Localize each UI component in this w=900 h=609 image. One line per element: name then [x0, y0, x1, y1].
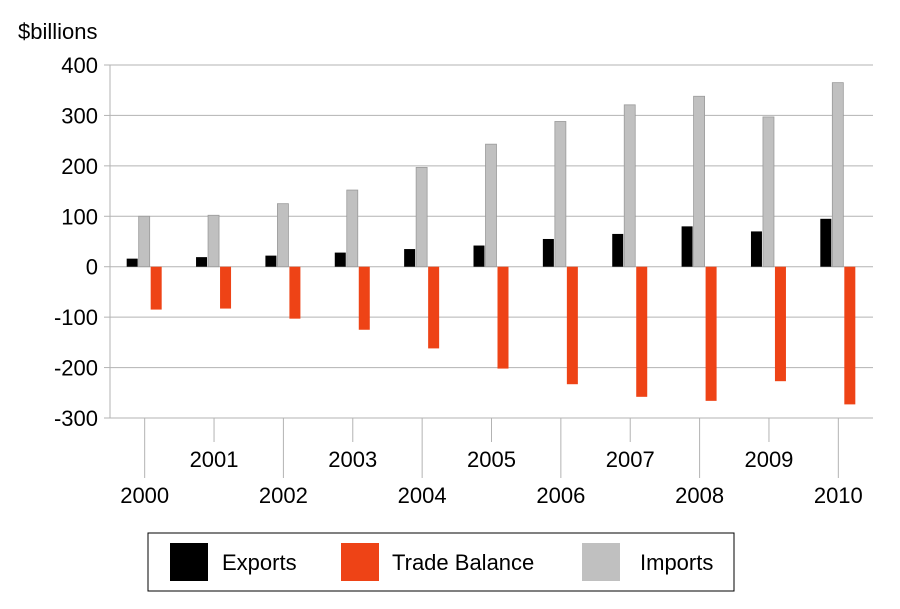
bar-imports [762, 116, 775, 268]
y-tick-label: 100 [61, 204, 98, 229]
bar-exports [542, 238, 554, 267]
x-tick-label: 2005 [467, 447, 516, 472]
bar-trade-balance [220, 266, 232, 309]
bar-imports [277, 203, 289, 268]
bar-imports [485, 143, 497, 268]
bar-exports [681, 226, 693, 267]
bar-imports [138, 215, 151, 268]
y-axis-unit-label: $billions [18, 19, 98, 44]
legend-swatch-trade-balance [341, 543, 379, 581]
x-tick-label: 2007 [606, 447, 655, 472]
legend-swatch-exports [170, 543, 208, 581]
bar-trade-balance [150, 266, 162, 310]
x-tick-label: 2001 [190, 447, 239, 472]
legend-box [147, 532, 735, 592]
bar-exports [126, 258, 138, 267]
x-tick-label: 2008 [675, 483, 724, 508]
bar-trade-balance [428, 266, 440, 349]
bar-trade-balance [844, 266, 856, 405]
y-tick-label: -200 [54, 356, 98, 381]
y-tick-label: -100 [54, 305, 98, 330]
y-tick-labels: 400 300 200 100 0 -100 -200 -300 [54, 53, 98, 431]
bars [126, 82, 856, 405]
bar-imports [207, 214, 220, 268]
x-tick-label: 2009 [744, 447, 793, 472]
bar-imports [415, 166, 428, 268]
bar-exports [265, 255, 277, 267]
bar-trade-balance [636, 266, 648, 397]
bar-exports [404, 249, 416, 267]
x-tick-label: 2004 [398, 483, 447, 508]
y-tick-label: -300 [54, 406, 98, 431]
bar-imports [623, 104, 636, 268]
bar-trade-balance [358, 266, 370, 330]
bar-exports [750, 231, 762, 267]
legend: Exports Trade Balance Imports [147, 532, 735, 592]
bar-exports [612, 233, 624, 267]
legend-swatch-imports [582, 543, 620, 581]
bar-exports [196, 257, 208, 267]
bar-imports [693, 95, 705, 268]
bar-exports [473, 245, 485, 267]
y-tick-label: 400 [61, 53, 98, 78]
bar-exports [820, 218, 832, 267]
bar-trade-balance [705, 266, 717, 401]
legend-label-trade-balance: Trade Balance [392, 550, 534, 575]
x-tick-labels: 2000 2001 2002 2003 2004 2005 2006 2007 2008 2009… [120, 447, 863, 508]
bar-trade-balance [289, 266, 301, 319]
legend-label-exports: Exports [222, 550, 297, 575]
x-tick-label: 2002 [259, 483, 308, 508]
bar-exports [334, 252, 346, 267]
bar-trade-balance [566, 266, 578, 385]
y-tick-label: 0 [86, 255, 98, 280]
bar-imports [554, 121, 567, 268]
axes [104, 64, 839, 478]
bar-trade-balance [497, 266, 509, 369]
bar-imports [831, 82, 844, 268]
y-tick-label: 200 [61, 154, 98, 179]
x-tick-label: 2006 [536, 483, 585, 508]
bar-imports [346, 189, 359, 268]
bar-trade-balance [774, 266, 786, 382]
legend-label-imports: Imports [640, 550, 713, 575]
x-tick-label: 2000 [120, 483, 169, 508]
y-tick-label: 300 [61, 103, 98, 128]
x-tick-label: 2010 [814, 483, 863, 508]
x-tick-label: 2003 [328, 447, 377, 472]
